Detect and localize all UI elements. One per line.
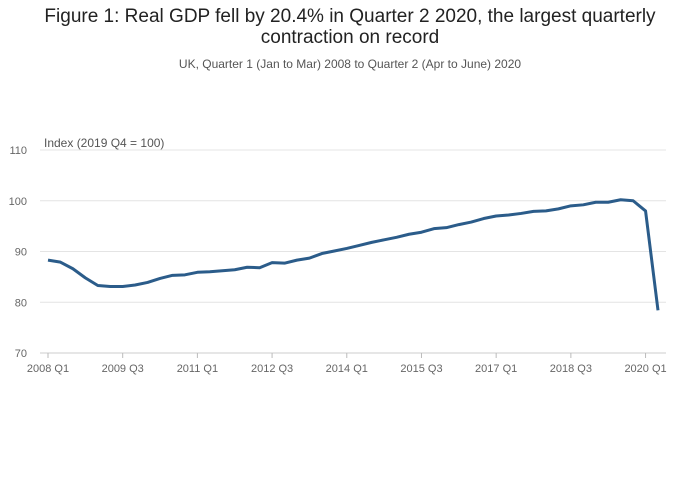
data-point-2016-q1[interactable] (442, 224, 450, 232)
data-point-2020-q1[interactable] (642, 207, 650, 215)
data-point-2008-q2[interactable] (56, 258, 64, 266)
data-point-2009-q4[interactable] (131, 281, 139, 289)
data-point-2011-q3[interactable] (218, 267, 226, 275)
data-point-2017-q3[interactable] (517, 209, 525, 217)
data-point-2008-q3[interactable] (69, 265, 77, 273)
chart-title-line-1: Figure 1: Real GDP fell by 20.4% in Quar… (44, 6, 656, 27)
data-point-2012-q4[interactable] (281, 259, 289, 267)
x-tick-label-8: 2020 Q1 (624, 363, 666, 375)
data-point-2017-q1[interactable] (492, 212, 500, 220)
data-point-2016-q3[interactable] (467, 218, 475, 226)
data-point-2019-q4[interactable] (629, 197, 637, 205)
data-point-2020-q2[interactable] (654, 306, 662, 314)
data-point-2013-q3[interactable] (318, 250, 326, 258)
x-tick-label-3: 2012 Q3 (251, 363, 293, 375)
x-tick-label-0: 2008 Q1 (27, 363, 69, 375)
y-axis-label: Index (2019 Q4 = 100) (44, 136, 164, 150)
series-line-real-gdp[interactable] (47, 198, 660, 311)
data-point-2011-q4[interactable] (231, 266, 239, 274)
data-point-2013-q1[interactable] (293, 256, 301, 264)
data-point-2016-q4[interactable] (480, 215, 488, 223)
data-point-2018-q4[interactable] (579, 201, 587, 209)
x-tick-label-5: 2015 Q3 (400, 363, 442, 375)
data-point-2015-q2[interactable] (405, 230, 413, 238)
chart-subtitle: UK, Quarter 1 (Jan to Mar) 2008 to Quart… (178, 57, 522, 71)
x-tick-label-7: 2018 Q3 (550, 363, 592, 375)
grid-layer (40, 149, 666, 354)
data-point-2019-q3[interactable] (617, 196, 625, 204)
data-point-2015-q4[interactable] (430, 225, 438, 233)
data-point-2014-q4[interactable] (380, 236, 388, 244)
data-point-2009-q1[interactable] (94, 282, 102, 290)
data-point-2019-q1[interactable] (592, 198, 600, 206)
data-point-2009-q2[interactable] (106, 283, 114, 291)
data-point-2017-q2[interactable] (505, 211, 513, 219)
chart-title-line-2: contraction on record (260, 27, 440, 48)
data-point-2016-q2[interactable] (455, 221, 463, 229)
data-point-2011-q1[interactable] (193, 268, 201, 276)
data-point-2013-q4[interactable] (330, 247, 338, 255)
data-point-2009-q3[interactable] (119, 283, 127, 291)
data-point-2010-q4[interactable] (181, 271, 189, 279)
data-point-2008-q4[interactable] (81, 274, 89, 282)
data-point-2011-q2[interactable] (206, 268, 214, 276)
data-point-2014-q1[interactable] (343, 244, 351, 252)
data-point-2012-q2[interactable] (256, 264, 264, 272)
x-tick-label-4: 2014 Q1 (326, 363, 368, 375)
data-point-2014-q2[interactable] (355, 241, 363, 249)
data-point-2019-q2[interactable] (604, 198, 612, 206)
y-tick-label-80: 80 (15, 297, 27, 309)
x-tick-label-2: 2011 Q1 (177, 363, 218, 375)
x-tick-label-6: 2017 Q1 (475, 363, 517, 375)
data-point-2015-q1[interactable] (393, 233, 401, 241)
data-point-2018-q3[interactable] (567, 202, 575, 210)
data-point-2018-q1[interactable] (542, 207, 550, 215)
y-tick-label-90: 90 (15, 247, 27, 259)
data-point-2014-q3[interactable] (368, 238, 376, 246)
data-point-2010-q1[interactable] (144, 278, 152, 286)
data-point-2010-q2[interactable] (156, 274, 164, 282)
data-point-2012-q3[interactable] (268, 259, 276, 267)
data-point-2012-q1[interactable] (243, 263, 251, 271)
y-tick-label-70: 70 (15, 348, 27, 360)
series-layer (44, 196, 662, 314)
y-tick-label-110: 110 (9, 145, 27, 157)
tick-layer: 70 80 90 100 110 2008 Q1 2009 Q3 2011 Q1 2012 Q3… (9, 145, 667, 375)
data-point-2013-q2[interactable] (305, 254, 313, 262)
data-point-2017-q4[interactable] (530, 207, 538, 215)
x-tick-label-1: 2009 Q3 (102, 363, 144, 375)
chart-title: Figure 1: Real GDP fell by 20.4% in Quar… (0, 6, 700, 48)
data-point-2008-q1[interactable] (44, 256, 52, 264)
y-tick-label-100: 100 (9, 196, 27, 208)
data-point-2018-q2[interactable] (554, 205, 562, 213)
data-point-2010-q3[interactable] (168, 271, 176, 279)
data-point-2015-q3[interactable] (417, 228, 425, 236)
